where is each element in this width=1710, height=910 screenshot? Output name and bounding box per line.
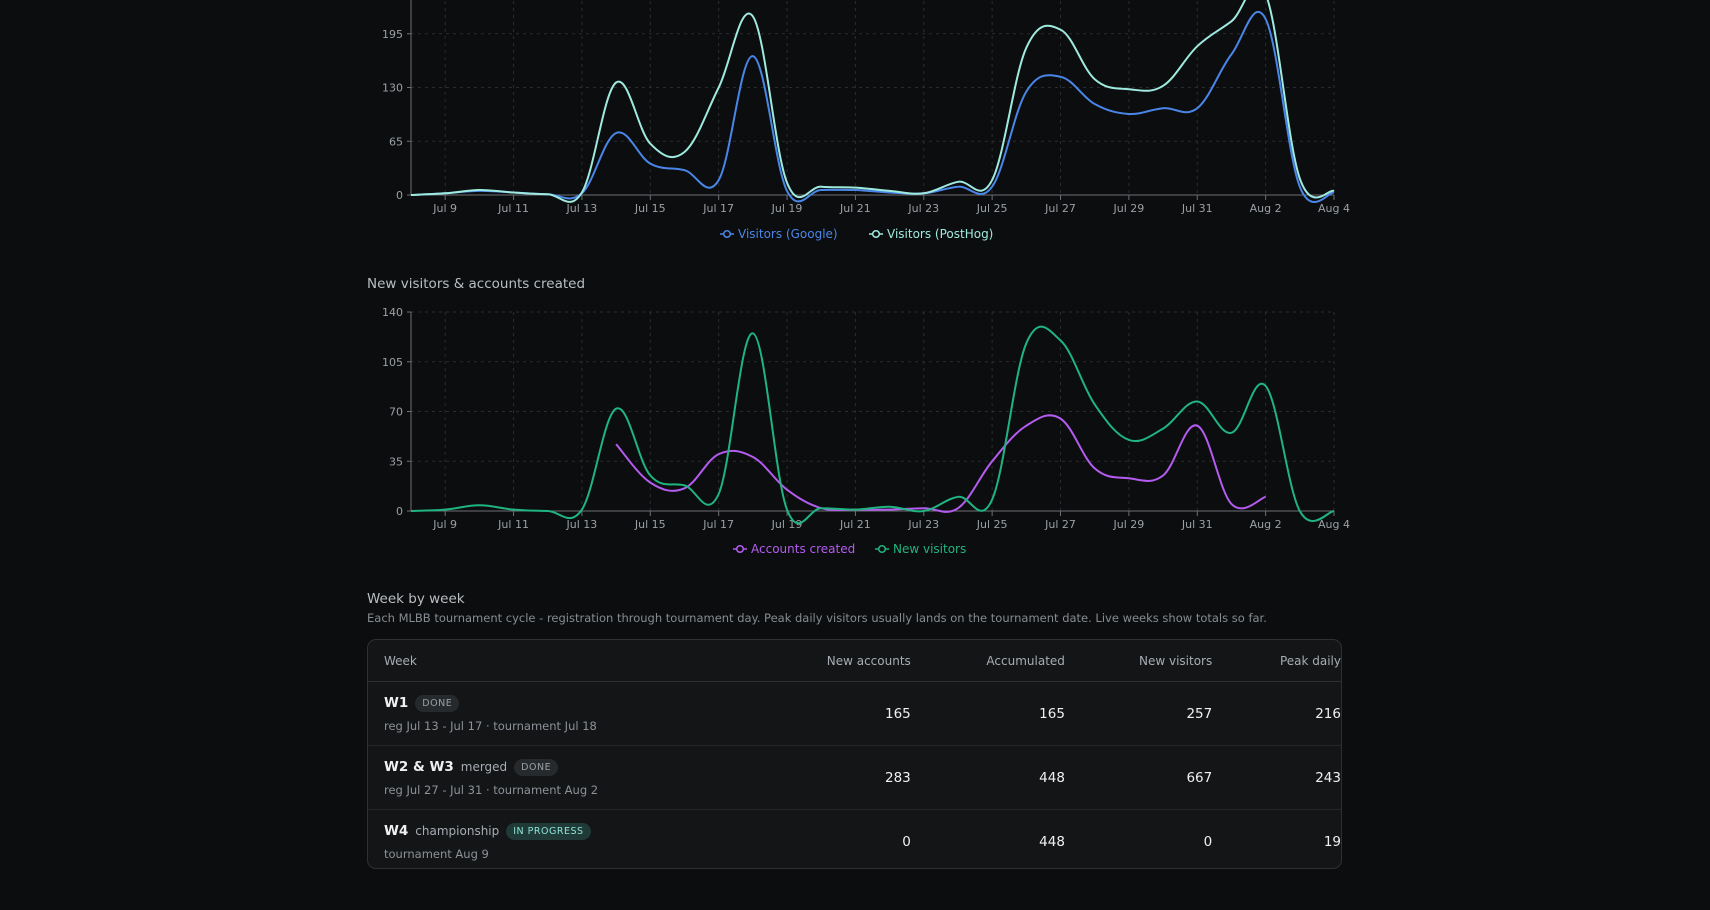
accumulated-value: 165: [1039, 705, 1065, 722]
table-row: W2 & W3 merged DONE reg Jul 27 - Jul 31 …: [368, 746, 1341, 810]
legend-marker: [722, 229, 732, 239]
new-visitors-accounts-chart: 0 35 70 105 140 Jul 9 Jul 11 Jul 13 Jul 15 Jul 17…: [382, 306, 1350, 556]
header-new-visitors: New visitors: [1138, 653, 1213, 668]
week-name: W1: [384, 695, 409, 711]
week-detail: tournament Aug 9: [384, 846, 489, 861]
status-badge: DONE: [514, 758, 559, 776]
chart-legend: Accounts created New visitors: [733, 542, 966, 556]
accumulated-value: 448: [1039, 833, 1065, 850]
legend-marker: [877, 544, 887, 554]
series-line: [410, 325, 1335, 525]
y-tick-label: 0: [396, 505, 403, 518]
x-tick-label: Jul 19: [771, 518, 803, 531]
week-detail: reg Jul 13 - Jul 17 · tournament Jul 18: [384, 718, 597, 733]
table-header: Week New accounts Accumulated New visito…: [368, 640, 1341, 682]
table-row: W4 championship IN PROGRESS tournament A…: [368, 810, 1341, 868]
chart-legend: Visitors (Google) Visitors (PostHog): [720, 227, 993, 241]
legend-label: New visitors: [893, 542, 966, 556]
x-tick-label: Jul 29: [1113, 518, 1145, 531]
y-tick-label: 195: [382, 28, 403, 41]
x-tick-label: Aug 2: [1250, 202, 1282, 215]
series-line: [410, 0, 1335, 203]
peak-daily-value: 216: [1315, 705, 1341, 722]
x-tick-label: Jul 17: [702, 518, 734, 531]
x-tick-label: Jul 25: [976, 202, 1008, 215]
x-tick-label: Jul 25: [976, 518, 1008, 531]
x-tick-label: Jul 9: [432, 202, 457, 215]
new-accounts-value: 0: [902, 833, 911, 850]
x-tick-label: Jul 19: [771, 202, 803, 215]
y-tick-label: 140: [382, 306, 403, 319]
x-tick-label: Jul 15: [634, 518, 666, 531]
week-section-title: Week by week: [367, 591, 465, 607]
peak-daily-value: 19: [1323, 833, 1341, 850]
x-tick-label: Jul 21: [839, 202, 871, 215]
week-detail: reg Jul 27 - Jul 31 · tournament Aug 2: [384, 782, 599, 797]
y-tick-label: 105: [382, 356, 403, 369]
x-tick-label: Jul 15: [634, 202, 666, 215]
peak-daily-value: 243: [1315, 769, 1341, 786]
x-tick-label: Jul 23: [907, 518, 939, 531]
x-tick-label: Jul 13: [566, 518, 598, 531]
new-visitors-value: 667: [1186, 769, 1213, 786]
legend-label: Accounts created: [751, 542, 855, 556]
x-tick-label: Jul 9: [432, 518, 457, 531]
x-tick-label: Jul 11: [497, 202, 529, 215]
header-week: Week: [384, 653, 417, 668]
x-tick-label: Jul 21: [839, 518, 871, 531]
status-badge: IN PROGRESS: [506, 822, 591, 840]
week-section-subtitle: Each MLBB tournament cycle - registratio…: [367, 611, 1267, 625]
x-tick-label: Jul 27: [1044, 202, 1076, 215]
week-note: merged: [460, 760, 508, 774]
accumulated-value: 448: [1039, 769, 1065, 786]
new-accounts-value: 283: [885, 769, 911, 786]
legend-marker: [735, 544, 745, 554]
x-tick-label: Jul 31: [1181, 202, 1213, 215]
header-accumulated: Accumulated: [986, 653, 1065, 668]
x-tick-label: Jul 29: [1113, 202, 1145, 215]
new-visitors-value: 257: [1186, 705, 1213, 722]
table-row: W1 DONE reg Jul 13 - Jul 17 · tournament…: [368, 682, 1341, 746]
week-name: W2 & W3: [384, 759, 454, 775]
y-tick-label: 70: [389, 406, 403, 419]
week-note: championship: [415, 824, 500, 838]
y-tick-label: 130: [382, 82, 403, 95]
status-badge: DONE: [415, 694, 460, 712]
chart-title: New visitors & accounts created: [367, 276, 586, 292]
x-tick-label: Jul 17: [702, 202, 734, 215]
visitors-chart: 0 65 130 195 Jul 9 Jul 11 Jul 13 Jul 15 Jul 17 Ju…: [382, 0, 1350, 241]
x-tick-label: Aug 4: [1318, 202, 1350, 215]
legend-marker: [871, 229, 881, 239]
series-line: [615, 414, 1266, 513]
new-accounts-value: 165: [885, 705, 911, 722]
series-line: [410, 10, 1335, 203]
header-peak-daily: Peak daily: [1279, 653, 1341, 668]
legend-label: Visitors (PostHog): [887, 227, 993, 241]
weeks-table: Week New accounts Accumulated New visito…: [367, 639, 1342, 869]
y-tick-label: 35: [389, 455, 403, 468]
x-tick-label: Jul 31: [1181, 518, 1213, 531]
header-new-accounts: New accounts: [826, 653, 911, 668]
x-tick-label: Jul 23: [907, 202, 939, 215]
x-tick-label: Jul 13: [566, 202, 598, 215]
legend-label: Visitors (Google): [738, 227, 838, 241]
x-tick-label: Jul 27: [1044, 518, 1076, 531]
y-tick-label: 0: [396, 189, 403, 202]
y-tick-label: 65: [389, 135, 403, 148]
x-tick-label: Aug 2: [1250, 518, 1282, 531]
x-tick-label: Jul 11: [497, 518, 529, 531]
new-visitors-value: 0: [1203, 833, 1213, 850]
x-tick-label: Aug 4: [1318, 518, 1350, 531]
week-name: W4: [384, 823, 409, 839]
